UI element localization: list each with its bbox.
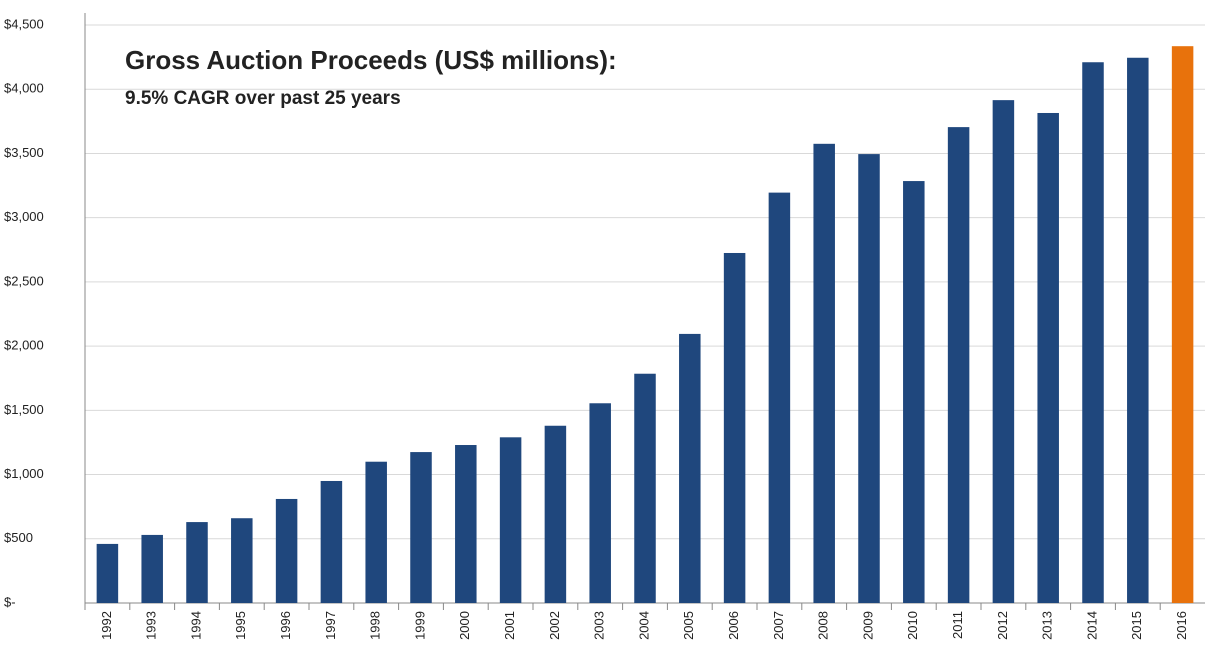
bar xyxy=(1037,112,1059,604)
x-tick-label: 1992 xyxy=(99,611,114,640)
x-tick-label: 1993 xyxy=(144,611,159,640)
x-tick-label: 2009 xyxy=(860,611,875,640)
bar xyxy=(679,333,701,603)
bar xyxy=(723,252,746,603)
x-tick-label: 2014 xyxy=(1084,611,1099,640)
bar xyxy=(768,192,791,603)
x-tick-label: 2008 xyxy=(816,611,831,640)
x-tick-label: 2005 xyxy=(681,611,696,640)
x-tick-label: 2000 xyxy=(457,611,472,640)
x-tick-label: 2006 xyxy=(726,611,741,640)
bar xyxy=(410,452,432,603)
x-tick-label: 1998 xyxy=(368,611,383,640)
y-tick-label: $- xyxy=(4,594,16,609)
bar xyxy=(141,534,163,603)
bar xyxy=(634,373,656,603)
x-tick-label: 2001 xyxy=(502,611,517,640)
y-tick-label: $2,500 xyxy=(4,273,44,288)
x-tick-label: 2004 xyxy=(636,611,651,640)
y-tick-label: $4,500 xyxy=(4,16,44,31)
y-tick-label: $3,000 xyxy=(4,209,44,224)
x-tick-label: 1996 xyxy=(278,611,293,640)
bar xyxy=(275,498,298,603)
bar xyxy=(1171,46,1194,603)
x-tick-label: 2007 xyxy=(771,611,786,640)
bar xyxy=(231,518,253,603)
y-tick-label: $2,000 xyxy=(4,338,44,353)
bar xyxy=(947,127,970,603)
y-tick-label: $1,500 xyxy=(4,402,44,417)
bar xyxy=(499,437,522,603)
bar xyxy=(992,100,1015,603)
x-tick-label: 2012 xyxy=(995,611,1010,640)
bar xyxy=(1082,62,1104,603)
x-tick-label: 2013 xyxy=(1040,611,1055,640)
x-tick-label: 2002 xyxy=(547,611,562,640)
x-tick-label: 1999 xyxy=(412,611,427,640)
chart-title: Gross Auction Proceeds (US$ millions): xyxy=(125,45,617,75)
x-tick-label: 1997 xyxy=(323,611,338,640)
y-tick-label: $3,500 xyxy=(4,145,44,160)
x-tick-label: 2003 xyxy=(592,611,607,640)
y-tick-label: $500 xyxy=(4,530,33,545)
y-tick-label: $1,000 xyxy=(4,466,44,481)
bar xyxy=(1127,57,1149,603)
bar xyxy=(589,403,611,603)
x-tick-label: 1995 xyxy=(233,611,248,640)
y-tick-label: $4,000 xyxy=(4,81,44,96)
bar xyxy=(320,480,343,603)
bar xyxy=(96,543,119,603)
bar xyxy=(544,425,567,603)
x-tick-label: 2011 xyxy=(950,611,965,639)
x-tick-label: 1994 xyxy=(188,611,203,640)
bar xyxy=(813,143,835,604)
bar xyxy=(186,522,208,603)
bar xyxy=(365,461,387,603)
bar xyxy=(455,445,477,603)
x-tick-label: 2010 xyxy=(905,611,920,640)
bar xyxy=(903,181,925,603)
x-tick-label: 2015 xyxy=(1129,611,1144,640)
x-tick-label: 2016 xyxy=(1174,611,1189,640)
bar xyxy=(858,154,880,603)
chart-subtitle: 9.5% CAGR over past 25 years xyxy=(125,88,401,109)
